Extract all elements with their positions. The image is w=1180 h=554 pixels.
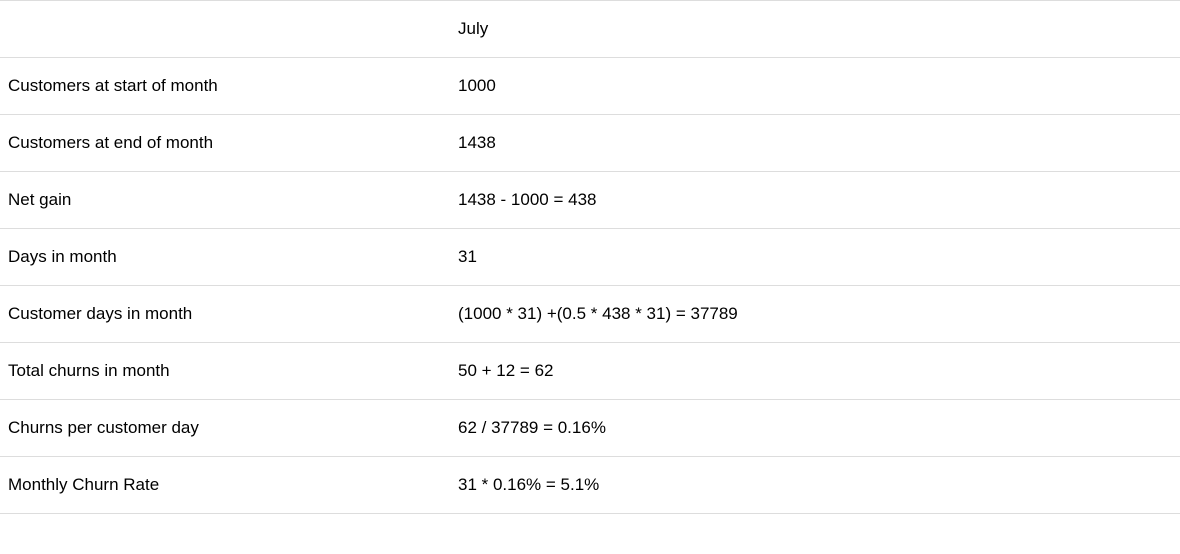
table-row: Total churns in month 50 + 12 = 62 [0, 343, 1180, 400]
table-row: Churns per customer day 62 / 37789 = 0.1… [0, 400, 1180, 457]
row-label: Churns per customer day [0, 400, 450, 457]
row-value: 1438 - 1000 = 438 [450, 172, 1180, 229]
table-row: Customers at end of month 1438 [0, 115, 1180, 172]
header-value-cell: July [450, 1, 1180, 58]
row-value: 62 / 37789 = 0.16% [450, 400, 1180, 457]
header-label-cell [0, 1, 450, 58]
row-label: Customers at end of month [0, 115, 450, 172]
row-label: Customers at start of month [0, 58, 450, 115]
table-row: Days in month 31 [0, 229, 1180, 286]
row-label: Customer days in month [0, 286, 450, 343]
row-value: 50 + 12 = 62 [450, 343, 1180, 400]
table-row: Customers at start of month 1000 [0, 58, 1180, 115]
row-value: 1438 [450, 115, 1180, 172]
row-value: 31 [450, 229, 1180, 286]
table-row: Customer days in month (1000 * 31) +(0.5… [0, 286, 1180, 343]
row-value: 31 * 0.16% = 5.1% [450, 457, 1180, 514]
churn-calculation-table: July Customers at start of month 1000 Cu… [0, 0, 1180, 514]
row-label: Total churns in month [0, 343, 450, 400]
row-label: Net gain [0, 172, 450, 229]
row-value: 1000 [450, 58, 1180, 115]
table-header-row: July [0, 1, 1180, 58]
table-row: Monthly Churn Rate 31 * 0.16% = 5.1% [0, 457, 1180, 514]
row-value: (1000 * 31) +(0.5 * 438 * 31) = 37789 [450, 286, 1180, 343]
row-label: Days in month [0, 229, 450, 286]
table-row: Net gain 1438 - 1000 = 438 [0, 172, 1180, 229]
row-label: Monthly Churn Rate [0, 457, 450, 514]
